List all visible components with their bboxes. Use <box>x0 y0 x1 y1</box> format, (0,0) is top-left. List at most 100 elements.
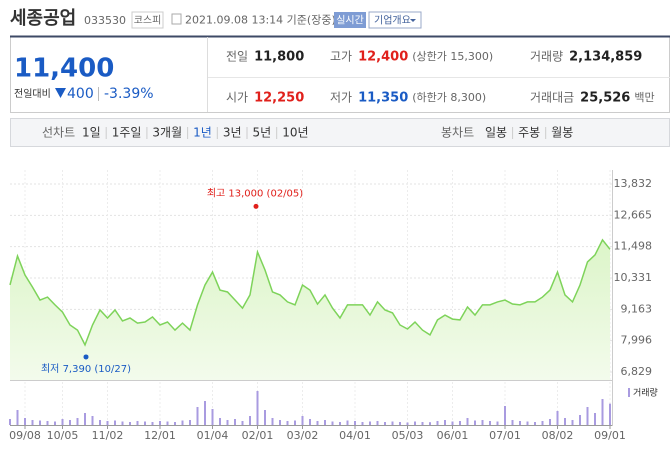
volume-bar <box>204 401 206 425</box>
x-tick-label: 03/02 <box>287 429 319 442</box>
volume-bar <box>316 421 319 425</box>
x-tick-label: 10/05 <box>47 429 79 442</box>
y-tick-label: 6,829 <box>621 365 653 378</box>
realtime-badge[interactable] <box>334 12 366 28</box>
volume-legend-swatch <box>628 388 630 397</box>
stat-value: 25,526 <box>580 91 630 106</box>
change-pct: -3.39% <box>104 86 154 102</box>
volume-bar <box>384 422 386 425</box>
company-badge[interactable] <box>368 11 422 29</box>
volume-bar <box>301 416 304 425</box>
volume-bar <box>69 420 71 425</box>
period-tab[interactable]: 3년 <box>223 126 242 140</box>
volume-bar <box>309 419 311 425</box>
volume-bar <box>189 420 191 425</box>
volume-bar <box>594 413 596 425</box>
current-price: 11,400 <box>14 54 114 84</box>
volume-bar <box>376 421 379 425</box>
stat-label: 전일 <box>226 50 248 64</box>
volume-bar <box>556 411 559 425</box>
stock-name: 세종공업 <box>10 8 76 29</box>
volume-bar <box>99 420 101 425</box>
line-chart-label: 선차트 <box>42 126 75 140</box>
volume-bar <box>196 407 199 425</box>
volume-bar <box>264 410 266 425</box>
volume-bar <box>159 421 161 425</box>
volume-bar <box>286 421 289 425</box>
period-tab[interactable]: 3개월 <box>152 126 182 140</box>
volume-bar <box>61 419 64 425</box>
dropdown-arrow <box>410 19 416 22</box>
change: 400 <box>67 86 94 102</box>
volume-bar <box>54 421 56 425</box>
volume-bar <box>9 419 11 425</box>
volume-bar <box>354 421 356 425</box>
volume-bar <box>234 419 236 425</box>
volume-bar <box>399 422 401 425</box>
y-tick-label: 11,498 <box>614 240 653 253</box>
volume-bar <box>256 391 259 425</box>
candle-chart-label: 봉차트 <box>441 126 474 140</box>
y-tick-label: 7,996 <box>621 334 653 347</box>
x-tick-label: 07/01 <box>489 429 521 442</box>
candle-tab[interactable]: 월봉 <box>551 126 573 140</box>
volume-bar <box>271 418 274 425</box>
volume-bar <box>436 421 439 425</box>
change-label: 전일대비 <box>14 88 51 100</box>
period-tab[interactable]: 1일 <box>82 126 101 140</box>
volume-bar <box>549 419 551 425</box>
stat-value: 11,350 <box>358 91 408 106</box>
volume-bar <box>504 406 506 425</box>
realtime[interactable]: 실시간 <box>336 15 364 27</box>
stat-label: 거래대금 <box>530 91 574 105</box>
stat-value: 2,134,859 <box>569 50 642 65</box>
x-tick-label: 12/01 <box>144 429 176 442</box>
volume-bar <box>324 420 326 425</box>
volume-bar <box>249 416 251 425</box>
stat-label: 저가 <box>330 91 352 105</box>
stat-unit: 백만 <box>634 91 654 104</box>
volume-bar <box>241 421 244 425</box>
volume-bar <box>406 422 409 425</box>
volume-bar <box>39 420 41 425</box>
candle-tab[interactable]: 일봉 <box>485 126 507 140</box>
stat-label: 시가 <box>226 91 248 105</box>
volume-bar <box>226 420 229 425</box>
volume-bar <box>609 403 611 425</box>
y-tick-label: 9,163 <box>621 302 653 315</box>
period-tab[interactable]: 1년 <box>193 126 212 140</box>
low-label: 최저 7,390 (10/27) <box>41 363 131 375</box>
period-tab[interactable]: 1주일 <box>112 126 142 140</box>
volume-bar <box>121 421 124 425</box>
price-line <box>9 238 611 347</box>
volume-bar <box>451 421 454 425</box>
period-tab[interactable]: 10년 <box>282 126 308 140</box>
volume-bar <box>511 420 514 425</box>
high-marker <box>253 203 259 209</box>
volume-bar <box>16 410 19 425</box>
volume-bar <box>414 421 416 425</box>
calendar-icon <box>171 13 182 25</box>
down-arrow <box>55 88 66 98</box>
x-tick-label: 05/03 <box>392 429 424 442</box>
volume-bar <box>46 421 49 425</box>
volume-bar <box>294 420 296 425</box>
volume-bar <box>526 421 529 425</box>
volume-bar <box>339 422 341 425</box>
volume-bar <box>444 420 446 425</box>
volume-bar <box>601 399 604 425</box>
x-tick-label: 09/08 <box>9 429 41 442</box>
volume-bar <box>346 420 349 425</box>
stat-label: 고가 <box>330 50 352 64</box>
stat-value: 12,400 <box>358 50 408 65</box>
company-info[interactable]: 기업개요 <box>374 14 411 27</box>
volume-bar <box>136 421 139 425</box>
volume-bar <box>564 418 566 425</box>
volume-bar <box>361 422 364 425</box>
volume-bar <box>219 418 221 425</box>
volume-bar <box>151 422 154 425</box>
candle-tab[interactable]: 주봉 <box>518 126 540 140</box>
volume-bar <box>144 421 146 425</box>
market-badge <box>131 11 164 29</box>
period-tab[interactable]: 5년 <box>253 126 272 140</box>
